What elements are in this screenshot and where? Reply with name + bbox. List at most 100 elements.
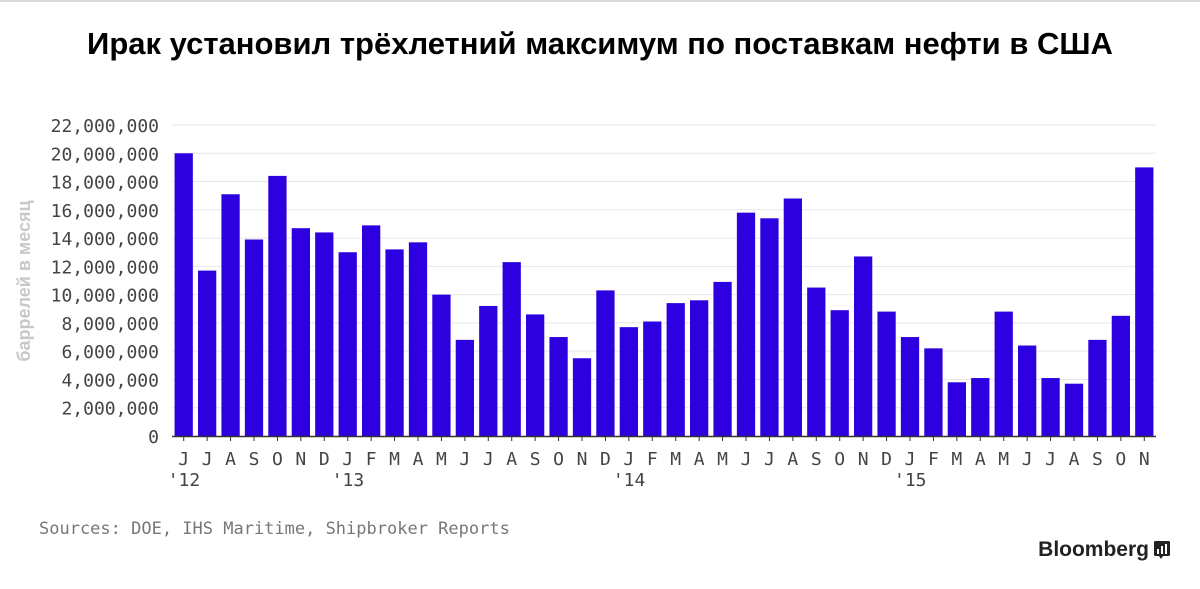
x-year-label: '12 [168,470,201,491]
x-tick-label: M [998,449,1009,470]
x-tick-label: M [717,449,728,470]
x-year-label: '14 [613,470,646,491]
x-tick-label: A [787,449,798,470]
bar [1018,345,1037,436]
x-tick-label: F [366,449,377,470]
x-tick-label: M [436,449,447,470]
bar [338,252,357,436]
bloomberg-terminal-icon [1154,541,1170,559]
bar [268,175,287,436]
x-tick-label: O [553,449,564,470]
bar [1064,383,1084,436]
bar [690,300,709,436]
x-tick-label: A [413,449,424,470]
source-note: Sources: DOE, IHS Maritime, Shipbroker R… [39,519,510,539]
bar [526,314,545,436]
bar [408,242,428,436]
bar [315,232,334,436]
y-tick-label: 6,000,000 [61,342,159,363]
x-tick-label: A [225,449,236,470]
x-tick-label: D [600,449,611,470]
x-tick-label: N [295,449,306,470]
bar [1088,339,1107,436]
x-tick-label: J [459,449,470,470]
bar [783,198,802,436]
x-tick-label: J [483,449,494,470]
x-tick-label: A [1069,449,1080,470]
bar [596,290,615,436]
y-axis-label: баррелей в месяц [14,200,34,361]
bar [994,311,1013,436]
y-tick-label: 14,000,000 [51,229,159,250]
bar [666,303,685,436]
bar [1041,378,1060,436]
x-tick-label: A [694,449,705,470]
x-tick-label: S [1092,449,1103,470]
y-tick-label: 10,000,000 [51,286,159,307]
bar [479,305,498,436]
bar [713,281,732,436]
bar [362,225,381,436]
bar [174,153,193,437]
y-tick-label: 20,000,000 [51,144,159,165]
brand-name: Bloomberg [1038,538,1149,561]
y-tick-label: 18,000,000 [51,173,159,194]
x-tick-label: D [319,449,330,470]
bar [221,194,240,436]
brand-logo: Bloomberg [1038,538,1170,562]
y-tick-label: 2,000,000 [61,399,159,420]
bar [1111,315,1130,436]
bar [291,228,310,436]
x-tick-label: N [1139,449,1150,470]
bar [947,382,966,436]
x-tick-label: F [647,449,658,470]
bar [502,262,521,436]
bar [619,327,638,436]
x-tick-label: S [530,449,541,470]
bar [1135,167,1154,436]
x-tick-label: S [811,449,822,470]
bar [572,358,592,436]
bar [830,310,849,436]
y-tick-label: 8,000,000 [61,314,159,335]
x-tick-label: D [881,449,892,470]
x-tick-label: J [741,449,752,470]
x-tick-label: O [1115,449,1126,470]
y-tick-label: 16,000,000 [51,201,159,222]
y-tick-label: 12,000,000 [51,257,159,278]
x-tick-label: J [1045,449,1056,470]
x-tick-label: M [670,449,681,470]
x-tick-label: M [951,449,962,470]
x-tick-label: N [577,449,588,470]
x-tick-label: J [342,449,353,470]
bar [643,321,662,436]
bar [877,311,896,436]
x-year-label: '15 [894,470,927,491]
bar [549,337,568,436]
x-tick-label: A [975,449,986,470]
x-tick-label: J [202,449,213,470]
bar [385,249,404,436]
bar [854,256,873,436]
x-tick-label: O [272,449,283,470]
x-tick-label: S [249,449,260,470]
bar [807,287,826,436]
x-year-label: '13 [332,470,365,491]
bar [971,378,990,436]
bar [244,239,264,436]
x-tick-label: A [506,449,517,470]
x-tick-label: J [1022,449,1033,470]
bar [455,339,474,436]
chart-title: Ирак установил трёхлетний максимум по по… [87,26,1113,61]
x-tick-label: F [928,449,939,470]
bar [924,348,943,436]
x-tick-label: J [905,449,916,470]
y-tick-label: 0 [148,427,159,448]
bar [900,337,920,436]
x-tick-label: O [834,449,845,470]
x-tick-label: J [178,449,189,470]
x-tick-label: J [623,449,634,470]
x-tick-label: J [764,449,775,470]
y-tick-label: 22,000,000 [51,116,159,137]
